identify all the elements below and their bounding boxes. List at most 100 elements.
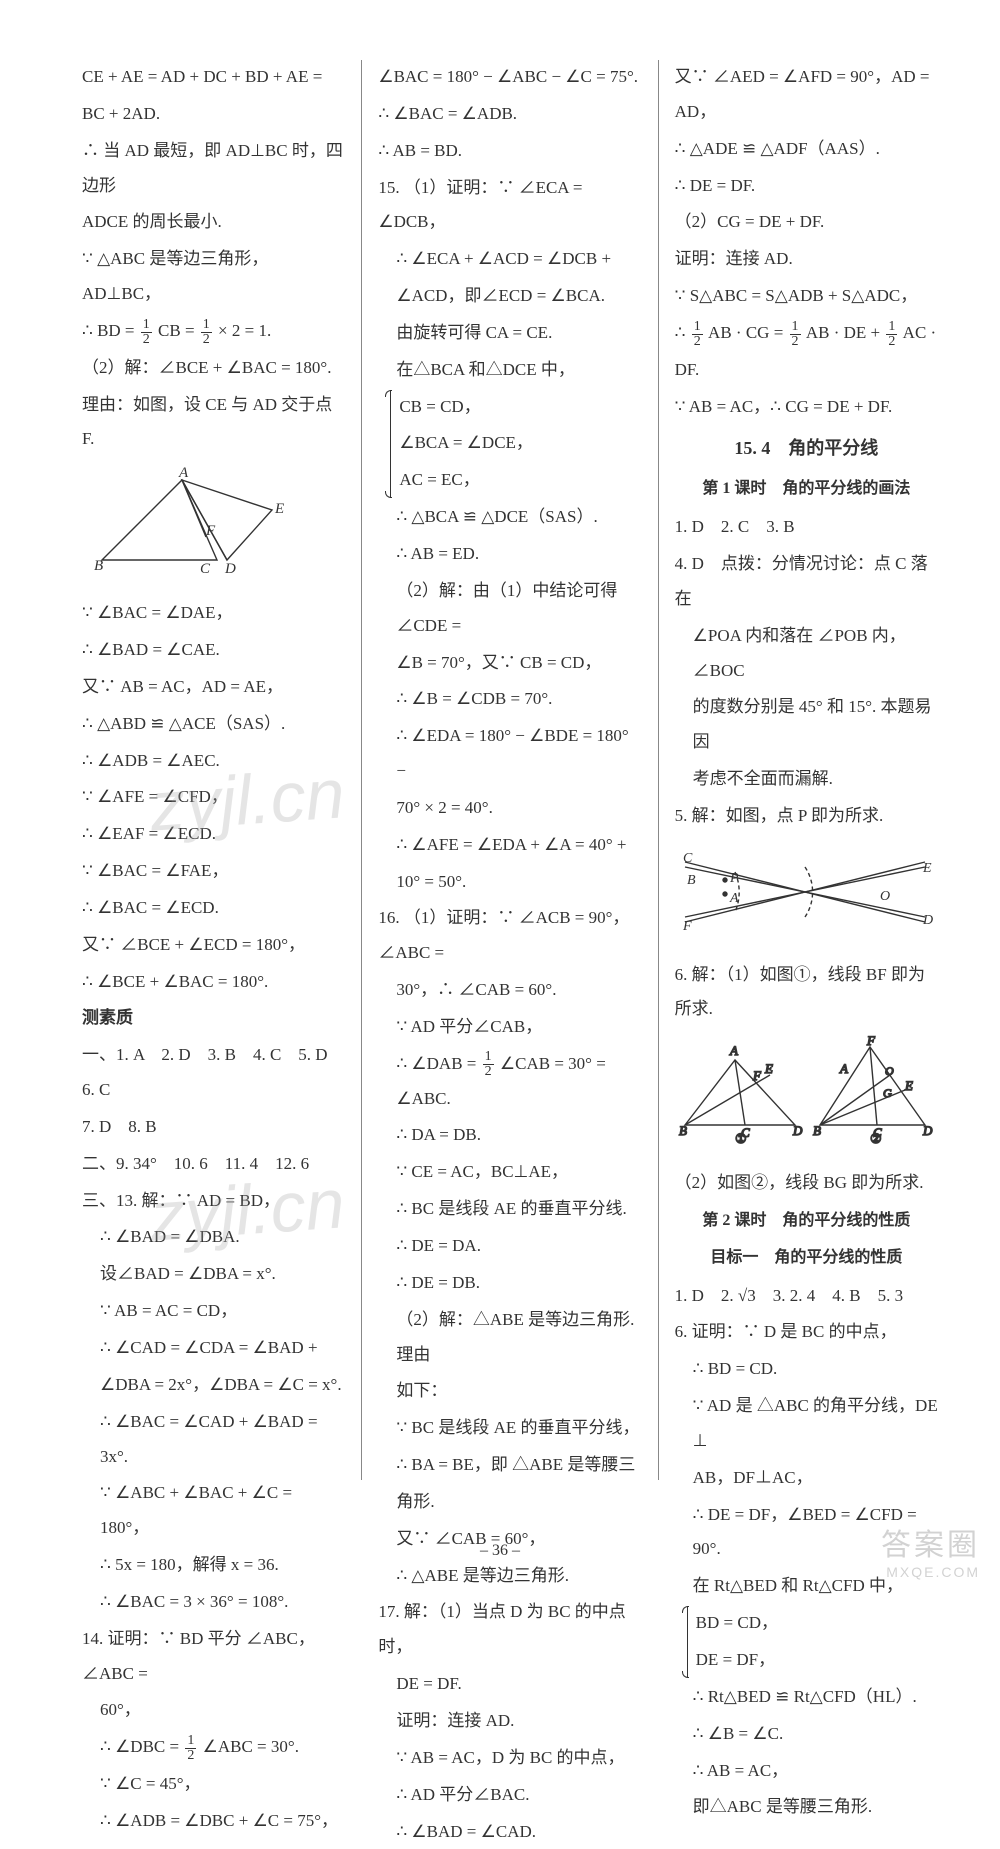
text-line: ∵ AB = AC，D 为 BC 的中点， [378, 1741, 641, 1776]
text-line: ∴ ∠ADB = ∠DBC + ∠C = 75°， [82, 1804, 345, 1839]
text-line: ∴ DE = DB. [378, 1266, 641, 1301]
text-span: ∴ ∠DBC = [100, 1737, 183, 1756]
text-line: 设∠BAD = ∠DBA = x°. [82, 1257, 345, 1292]
text-line: ∴ DE = DA. [378, 1229, 641, 1264]
fig-label: E [922, 861, 932, 876]
text-line: ∵ △ABC 是等边三角形，AD⊥BC， [82, 242, 345, 312]
stamp-line2: MXQE.COM [881, 1564, 980, 1580]
text-line: ∴ △ABD ≌ △ACE（SAS）. [82, 707, 345, 742]
numerator: 1 [201, 318, 212, 333]
fig-label: B [679, 1123, 687, 1138]
text-line: ∵ AD 是 △ABC 的角平分线，DE ⊥ [675, 1389, 938, 1459]
text-span: ∴ [675, 323, 690, 342]
text-line: ∴ BC 是线段 AE 的垂直平分线. [378, 1192, 641, 1227]
text-line: 三、13. 解：∵ AD = BD， [82, 1184, 345, 1219]
text-line: 又∵ AB = AC，AD = AE， [82, 670, 345, 705]
text-line: （2）解：△ABE 是等边三角形. 理由 [378, 1303, 641, 1373]
text-line: ∴ AB = BD. [378, 134, 641, 169]
text-line: 4. D 点拨：分情况讨论：点 C 落在 [675, 547, 938, 617]
fig-label: E [904, 1078, 913, 1093]
fig-label: O [885, 1064, 894, 1078]
text-line: AB，DF⊥AC， [675, 1461, 938, 1496]
numerator: 1 [185, 1734, 196, 1749]
brace-line: BD = CD， [696, 1606, 938, 1641]
brace-line: ∠BCA = ∠DCE， [399, 426, 641, 461]
fig-label: A [729, 1043, 738, 1058]
text-line: 证明：连接 AD. [378, 1704, 641, 1739]
fig-label-e: E [274, 501, 284, 517]
fig-label: F [752, 1068, 762, 1083]
text-line: ∵ AB = AC，∴ CG = DE + DF. [675, 390, 938, 425]
text-line: 30°，∴ ∠CAB = 60°. [378, 973, 641, 1008]
lesson-title: 第 2 课时 角的平分线的性质 [675, 1205, 938, 1238]
fig-label: E [764, 1061, 773, 1076]
text-line: ∴ ∠DBC = 12 ∠ABC = 30°. [82, 1730, 345, 1765]
text-line: （2）解：∠BCE + ∠BAC = 180°. [82, 351, 345, 386]
text-line: ∵ AD 平分∠CAB， [378, 1010, 641, 1045]
text-line: 70° × 2 = 40°. [378, 791, 641, 826]
text-span: ∴ BD = [82, 321, 139, 340]
text-line: ∴ △ABE 是等边三角形. [378, 1559, 641, 1594]
figure-triangle: A B C D E F [82, 465, 345, 588]
text-line: 的度数分别是 45° 和 15°. 本题易因 [675, 690, 938, 760]
text-span: ∠ABC = 30°. [198, 1737, 299, 1756]
section-heading: 测素质 [82, 1001, 345, 1036]
fraction: 12 [483, 1050, 494, 1079]
fig-label: ① [735, 1131, 747, 1145]
brace-line: DE = DF， [696, 1643, 938, 1678]
text-line: 如下： [378, 1374, 641, 1409]
text-line: ∴ ∠B = ∠C. [675, 1717, 938, 1752]
fig-label-c: C [200, 561, 211, 575]
fig-label-a: A [178, 465, 189, 481]
text-line: ∴ ∠CAD = ∠CDA = ∠BAD + [82, 1331, 345, 1366]
numerator: 1 [886, 320, 897, 335]
source-stamp: 答案圈 MXQE.COM [881, 1520, 980, 1580]
denominator: 2 [201, 333, 212, 347]
column-2: ∠BAC = 180° − ∠ABC − ∠C = 75°. ∴ ∠BAC = … [366, 60, 653, 1480]
denominator: 2 [790, 335, 801, 349]
text-line: 理由：如图，设 CE 与 AD 交于点 F. [82, 388, 345, 458]
text-line: ∴ ∠BAC = ∠CAD + ∠BAD = 3x°. [82, 1405, 345, 1475]
numerator: 1 [692, 320, 703, 335]
fig-label: C [683, 851, 693, 866]
text-line: ∴ 当 AD 最短，即 AD⊥BC 时，四边形 [82, 134, 345, 204]
fig-label: F [866, 1035, 876, 1048]
text-line: ∠BAC = 180° − ∠ABC − ∠C = 75°. [378, 60, 641, 95]
text-line: 6. 证明：∵ D 是 BC 的中点， [675, 1315, 938, 1350]
text-line: ∴ ∠EAF = ∠ECD. [82, 817, 345, 852]
text-line: ∴ ∠ADB = ∠AEC. [82, 744, 345, 779]
text-line: ∵ ∠AFE = ∠CFD， [82, 780, 345, 815]
brace-group: BD = CD， DE = DF， [687, 1606, 938, 1678]
text-line: ∴ ∠BAD = ∠DBA. [82, 1220, 345, 1255]
text-line: 角形. [378, 1485, 641, 1520]
text-line: 考虑不全面而漏解. [675, 762, 938, 797]
text-line: 即△ABC 是等腰三角形. [675, 1790, 938, 1825]
fig-label: A [839, 1061, 848, 1076]
text-line: ∴ DE = DF. [675, 169, 938, 204]
brace-line: AC = EC， [399, 463, 641, 498]
text-line: ∴ BD = 12 CB = 12 × 2 = 1. [82, 314, 345, 349]
fig-label: B [687, 873, 696, 888]
fraction: 12 [185, 1734, 196, 1763]
brace-group: CB = CD， ∠BCA = ∠DCE， AC = EC， [390, 390, 641, 499]
text-line: ∵ ∠BAC = ∠DAE， [82, 596, 345, 631]
text-line: 17. 解：（1）当点 D 为 BC 的中点时， [378, 1595, 641, 1665]
denominator: 2 [692, 335, 703, 349]
figure-construction: C B P A F O E D [675, 842, 938, 950]
text-span: AB · DE + [803, 323, 885, 342]
stamp-line1: 答案圈 [881, 1520, 980, 1564]
fig-label: B [813, 1123, 821, 1138]
text-line: ∵ ∠ABC + ∠BAC + ∠C = 180°， [82, 1476, 345, 1546]
text-line: ∴ ∠BAC = 3 × 36° = 108°. [82, 1585, 345, 1620]
text-span: AB · CG = [705, 323, 788, 342]
fig-label: P [729, 871, 739, 886]
text-line: ∴ △ADE ≌ △ADF（AAS）. [675, 132, 938, 167]
text-line: 又∵ ∠BCE + ∠ECD = 180°， [82, 928, 345, 963]
fig-label: D [922, 1123, 933, 1138]
text-line: ∴ ∠BAC = ∠ADB. [378, 97, 641, 132]
text-line: ∠ACD，即∠ECD = ∠BCA. [378, 279, 641, 314]
text-line: ∴ AD 平分∠BAC. [378, 1778, 641, 1813]
fraction: 12 [790, 320, 801, 349]
text-line: ∴ ∠AFE = ∠EDA + ∠A = 40° + [378, 828, 641, 863]
denominator: 2 [141, 333, 152, 347]
